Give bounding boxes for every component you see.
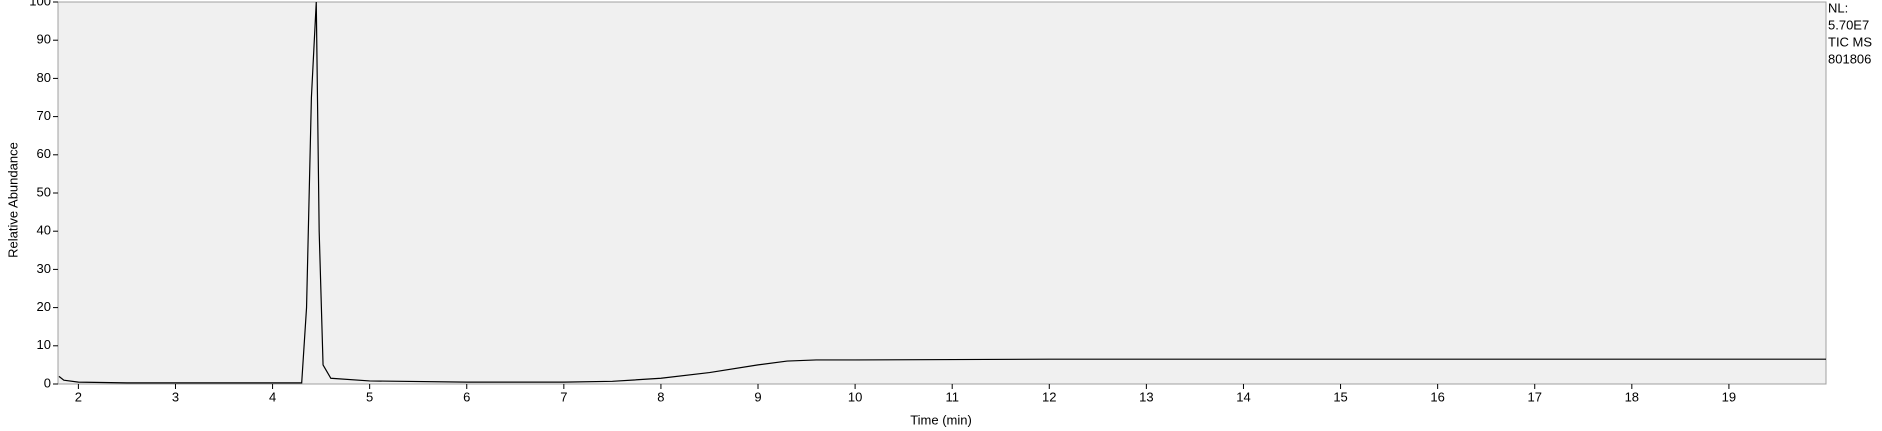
- x-tick-label: 8: [657, 389, 664, 404]
- x-tick-label: 17: [1527, 389, 1541, 404]
- info-text: TIC MS: [1828, 34, 1872, 49]
- x-tick-label: 5: [366, 389, 373, 404]
- x-tick-label: 16: [1430, 389, 1444, 404]
- y-tick-label: 50: [37, 184, 51, 199]
- y-tick-label: 30: [37, 261, 51, 276]
- trace-line: [58, 1, 1826, 384]
- y-tick-label: 70: [37, 108, 51, 123]
- x-tick-label: 2: [75, 389, 82, 404]
- plot-area: [57, 1, 1827, 385]
- x-tick-label: 7: [560, 389, 567, 404]
- y-tick-label: 100: [29, 0, 51, 8]
- info-text: 5.70E7: [1828, 17, 1869, 32]
- x-tick-label: 3: [172, 389, 179, 404]
- x-tick-label: 14: [1236, 389, 1250, 404]
- info-text: 801806: [1828, 51, 1871, 66]
- y-tick-label: 60: [37, 146, 51, 161]
- y-tick-label: 10: [37, 337, 51, 352]
- y-tick-label: 20: [37, 299, 51, 314]
- x-tick-label: 15: [1333, 389, 1347, 404]
- x-tick-label: 9: [754, 389, 761, 404]
- x-tick-label: 13: [1139, 389, 1153, 404]
- y-tick-label: 90: [37, 32, 51, 47]
- x-tick-label: 18: [1625, 389, 1639, 404]
- x-tick-label: 10: [848, 389, 862, 404]
- x-tick-label: 6: [463, 389, 470, 404]
- y-tick-label: 40: [37, 223, 51, 238]
- x-tick-label: 19: [1722, 389, 1736, 404]
- info-text: NL:: [1828, 0, 1848, 15]
- x-tick-label: 12: [1042, 389, 1056, 404]
- y-axis-title: Relative Abundance: [5, 142, 20, 258]
- y-tick-label: 0: [44, 375, 51, 390]
- x-tick-label: 11: [945, 389, 959, 404]
- x-tick-label: 4: [269, 389, 276, 404]
- y-tick-label: 80: [37, 70, 51, 85]
- x-axis-title: Time (min): [910, 412, 972, 427]
